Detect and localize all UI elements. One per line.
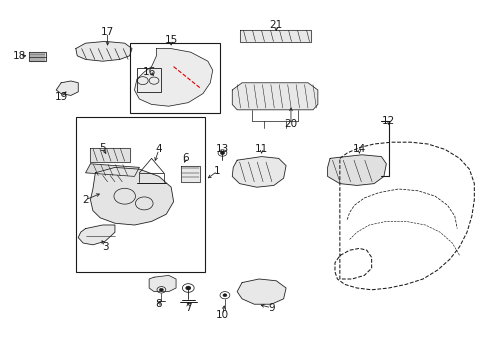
Polygon shape bbox=[327, 155, 386, 185]
Polygon shape bbox=[134, 49, 212, 106]
Polygon shape bbox=[29, 52, 46, 61]
Text: 1: 1 bbox=[214, 166, 221, 176]
Text: 12: 12 bbox=[381, 116, 395, 126]
Text: 2: 2 bbox=[82, 195, 89, 205]
Bar bbox=[137, 68, 161, 92]
Polygon shape bbox=[232, 157, 285, 187]
Circle shape bbox=[185, 286, 190, 290]
Polygon shape bbox=[237, 279, 285, 304]
Text: 16: 16 bbox=[142, 67, 156, 77]
Text: 18: 18 bbox=[13, 51, 26, 61]
Polygon shape bbox=[239, 30, 310, 42]
Circle shape bbox=[159, 288, 163, 291]
Polygon shape bbox=[181, 166, 200, 182]
Text: 14: 14 bbox=[352, 144, 366, 154]
Polygon shape bbox=[90, 167, 173, 225]
Text: 9: 9 bbox=[267, 303, 274, 313]
Text: 11: 11 bbox=[254, 144, 268, 154]
Polygon shape bbox=[78, 225, 115, 245]
Text: 15: 15 bbox=[164, 35, 178, 45]
Text: 4: 4 bbox=[155, 144, 162, 154]
Polygon shape bbox=[56, 81, 78, 95]
Text: 10: 10 bbox=[216, 310, 228, 320]
Text: 17: 17 bbox=[101, 27, 114, 37]
Text: 7: 7 bbox=[184, 303, 191, 313]
Bar bbox=[129, 43, 220, 113]
Text: 20: 20 bbox=[284, 119, 297, 129]
Circle shape bbox=[223, 294, 226, 297]
Polygon shape bbox=[232, 83, 317, 110]
Polygon shape bbox=[149, 275, 176, 292]
Text: 6: 6 bbox=[182, 153, 189, 163]
Polygon shape bbox=[90, 148, 129, 162]
Polygon shape bbox=[76, 41, 132, 61]
Text: 13: 13 bbox=[215, 144, 229, 154]
Text: 3: 3 bbox=[102, 242, 108, 252]
Bar bbox=[76, 117, 205, 272]
Text: 5: 5 bbox=[99, 143, 106, 153]
Polygon shape bbox=[85, 164, 139, 176]
Text: 19: 19 bbox=[54, 92, 68, 102]
Circle shape bbox=[220, 152, 224, 154]
Text: 21: 21 bbox=[269, 20, 283, 30]
Text: 8: 8 bbox=[155, 299, 162, 309]
